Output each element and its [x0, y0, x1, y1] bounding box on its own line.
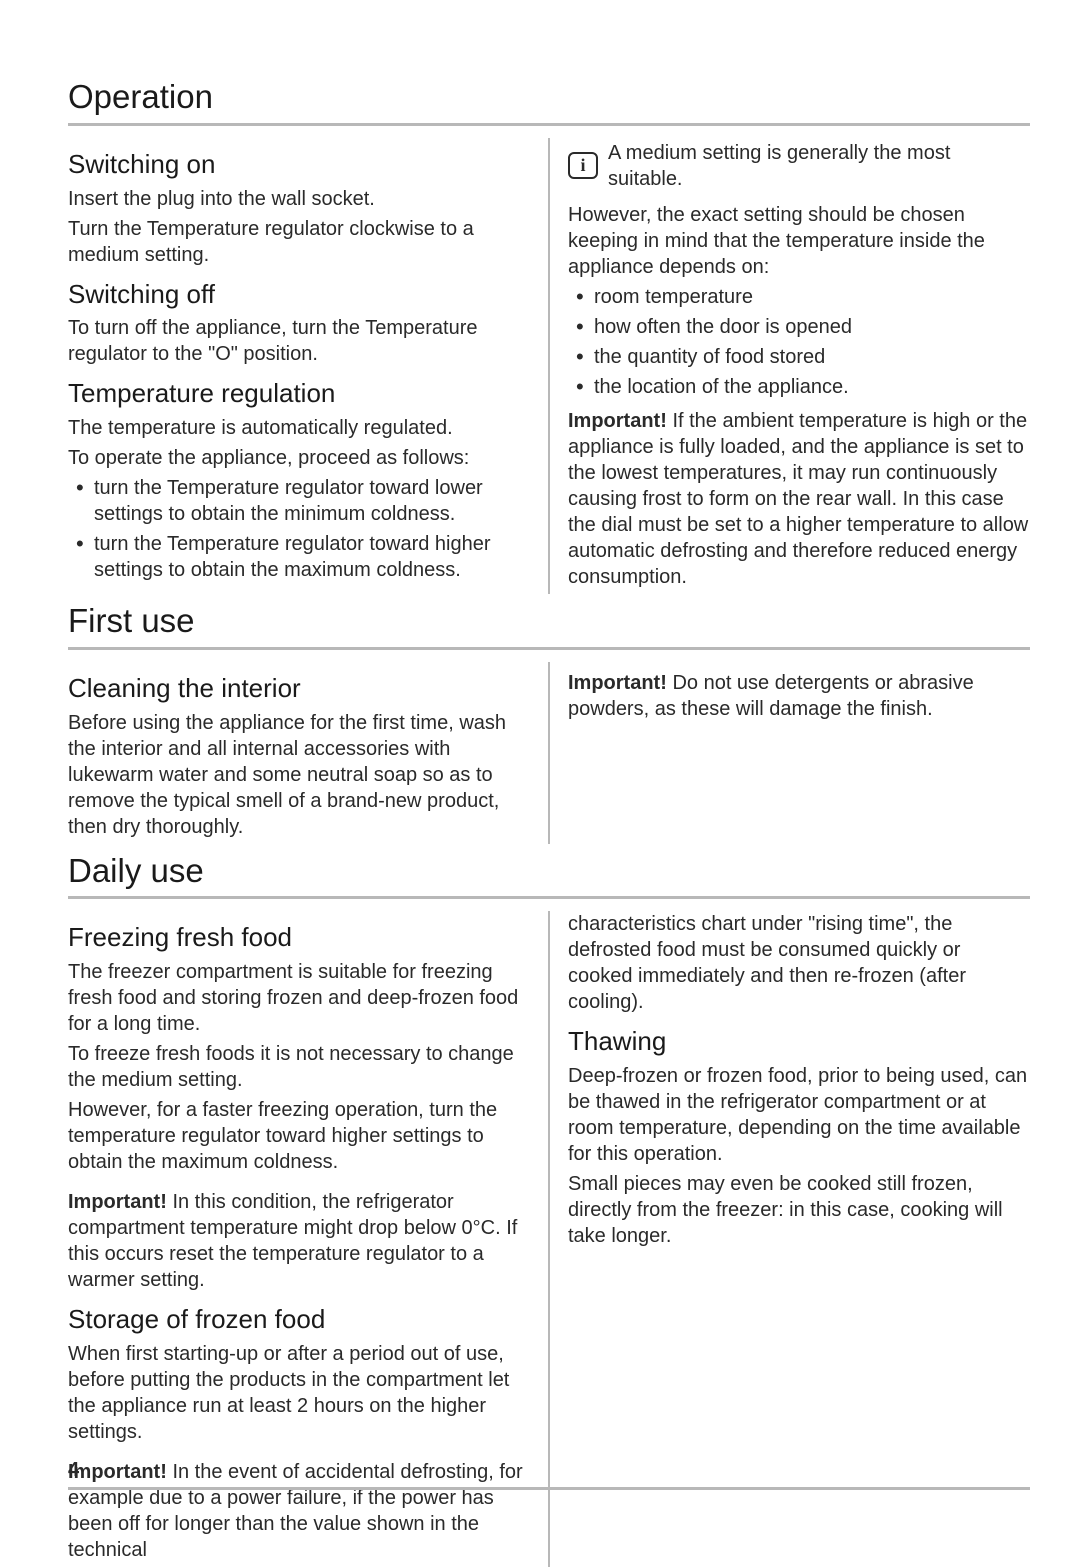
paragraph: The freezer compartment is suitable for …	[68, 959, 530, 1037]
section-title: First use	[68, 600, 1030, 643]
section-operation: Operation Switching on Insert the plug i…	[68, 76, 1030, 594]
paragraph: The temperature is automatically regulat…	[68, 415, 530, 441]
list-item: the quantity of food stored	[568, 344, 1030, 370]
subhead-switching-off: Switching off	[68, 278, 530, 312]
column-left: Cleaning the interior Before using the a…	[68, 662, 548, 844]
column-left: Switching on Insert the plug into the wa…	[68, 138, 548, 594]
bullet-list: room temperature how often the door is o…	[568, 284, 1030, 400]
subhead-freezing: Freezing fresh food	[68, 921, 530, 955]
list-item: how often the door is opened	[568, 314, 1030, 340]
column-right: i A medium setting is generally the most…	[550, 138, 1030, 594]
section-title: Operation	[68, 76, 1030, 119]
paragraph: Small pieces may even be cooked still fr…	[568, 1171, 1030, 1249]
important-label: Important!	[568, 410, 667, 432]
section-rule	[68, 123, 1030, 126]
paragraph: However, the exact setting should be cho…	[568, 202, 1030, 280]
paragraph: Deep-frozen or frozen food, prior to bei…	[568, 1063, 1030, 1167]
paragraph: characteristics chart under "rising time…	[568, 911, 1030, 1015]
section-first-use: First use Cleaning the interior Before u…	[68, 600, 1030, 844]
columns: Switching on Insert the plug into the wa…	[68, 138, 1030, 594]
page-number: 4	[68, 1457, 1030, 1483]
list-item: turn the Temperature regulator toward hi…	[68, 531, 530, 583]
section-rule	[68, 647, 1030, 650]
column-right: Important! Do not use detergents or abra…	[550, 662, 1030, 844]
footer-rule	[68, 1487, 1030, 1490]
subhead-temp-regulation: Temperature regulation	[68, 377, 530, 411]
paragraph: When first starting-up or after a period…	[68, 1341, 530, 1445]
subhead-storage: Storage of frozen food	[68, 1303, 530, 1337]
list-item: room temperature	[568, 284, 1030, 310]
info-callout: i A medium setting is generally the most…	[568, 140, 1030, 192]
list-item: turn the Temperature regulator toward lo…	[68, 475, 530, 527]
paragraph: Insert the plug into the wall socket.	[68, 186, 530, 212]
paragraph: To freeze fresh foods it is not necessar…	[68, 1041, 530, 1093]
paragraph: To turn off the appliance, turn the Temp…	[68, 315, 530, 367]
subhead-switching-on: Switching on	[68, 148, 530, 182]
bullet-list: turn the Temperature regulator toward lo…	[68, 475, 530, 583]
page-footer: 4	[68, 1457, 1030, 1490]
columns: Cleaning the interior Before using the a…	[68, 662, 1030, 844]
paragraph: Before using the appliance for the first…	[68, 710, 530, 840]
info-text: A medium setting is generally the most s…	[608, 140, 1030, 192]
subhead-thawing: Thawing	[568, 1025, 1030, 1059]
section-rule	[68, 896, 1030, 899]
important-paragraph: Important! If the ambient temperature is…	[568, 408, 1030, 590]
paragraph: To operate the appliance, proceed as fol…	[68, 445, 530, 471]
paragraph: However, for a faster freezing operation…	[68, 1097, 530, 1175]
info-icon: i	[568, 152, 598, 179]
paragraph: Turn the Temperature regulator clockwise…	[68, 216, 530, 268]
important-text: If the ambient temperature is high or th…	[568, 410, 1028, 588]
important-paragraph: Important! In this condition, the refrig…	[68, 1189, 530, 1293]
section-title: Daily use	[68, 850, 1030, 893]
important-paragraph: Important! Do not use detergents or abra…	[568, 670, 1030, 722]
important-label: Important!	[68, 1191, 167, 1213]
subhead-cleaning-interior: Cleaning the interior	[68, 672, 530, 706]
important-label: Important!	[568, 672, 667, 694]
list-item: the location of the appliance.	[568, 374, 1030, 400]
